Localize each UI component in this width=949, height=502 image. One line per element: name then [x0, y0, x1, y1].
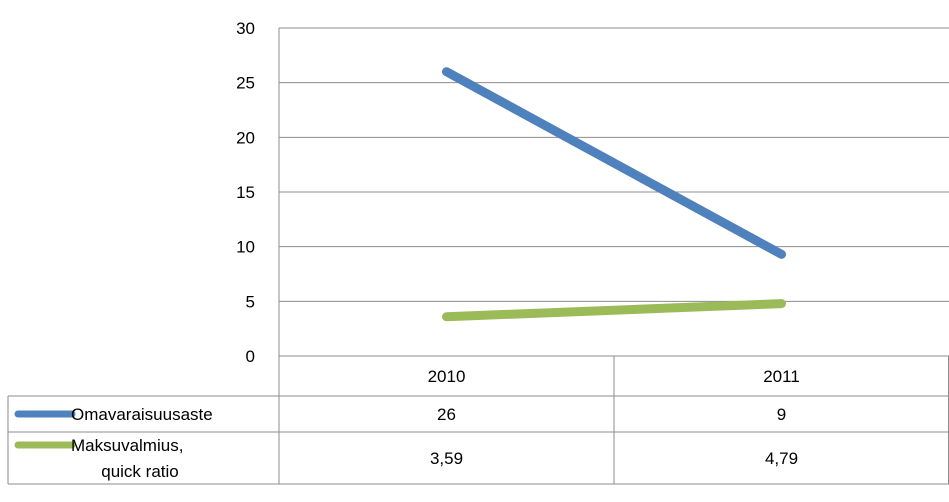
gridlines: [279, 27, 949, 302]
y-tick-label: 20: [236, 128, 255, 147]
data-label: 3,59: [430, 449, 463, 468]
y-tick-label: 0: [246, 347, 255, 366]
data-table: 2010 2011 Omavaraisuusaste 26 9 Maksuvalmius,…: [7, 356, 949, 485]
legend-label-1: Omavaraisuusaste: [71, 405, 213, 424]
data-label: 26: [437, 405, 456, 424]
y-tick-label: 15: [236, 183, 255, 202]
series-lines: [442, 67, 786, 322]
x-tick-label: 2011: [763, 367, 800, 386]
series-line-2: [442, 299, 786, 322]
y-tick-label: 30: [236, 19, 255, 38]
y-tick-label: 5: [246, 292, 255, 311]
y-tick-label: 25: [236, 74, 255, 93]
series-line-1: [442, 67, 786, 259]
data-label: 9: [777, 405, 786, 424]
x-tick-label: 2010: [428, 367, 466, 386]
y-axis: 0 5 10 15 20 25 30: [236, 19, 255, 366]
y-tick-label: 10: [236, 238, 255, 257]
data-label: 4,79: [765, 449, 798, 468]
legend-label-2: Maksuvalmius, quick ratio: [71, 436, 183, 481]
